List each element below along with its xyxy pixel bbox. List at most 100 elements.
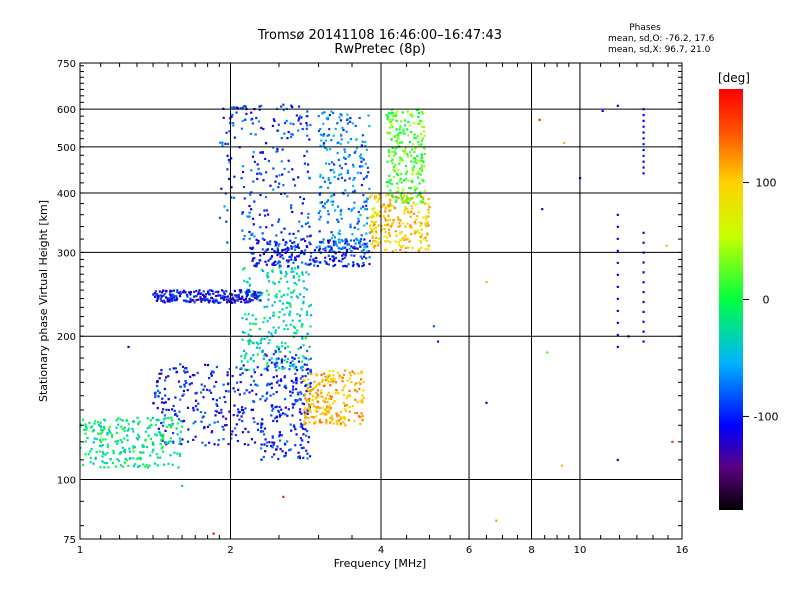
scatter-point	[322, 238, 325, 241]
scatter-point	[95, 451, 98, 454]
scatter-point	[112, 452, 115, 455]
scatter-point	[241, 170, 245, 174]
scatter-point	[420, 164, 423, 167]
scatter-point	[326, 393, 329, 397]
scatter-point	[408, 124, 411, 127]
scatter-point	[256, 242, 259, 245]
scatter-point	[421, 201, 424, 204]
scatter-point	[307, 436, 311, 439]
scatter-point	[219, 141, 222, 144]
scatter-point	[170, 297, 174, 301]
scatter-point	[403, 199, 406, 203]
scatter-point	[161, 450, 165, 453]
scatter-point	[127, 345, 130, 349]
scatter-point	[196, 293, 200, 296]
scatter-point	[264, 450, 267, 453]
scatter-point	[278, 433, 282, 436]
scatter-point	[172, 367, 175, 370]
scatter-point	[261, 248, 264, 251]
scatter-point	[247, 333, 250, 336]
scatter-point	[153, 291, 157, 295]
scatter-point	[399, 219, 402, 222]
scatter-point	[301, 426, 304, 429]
scatter-point	[303, 252, 306, 256]
scatter-point	[375, 232, 378, 235]
scatter-point	[280, 359, 284, 362]
scatter-point	[240, 360, 243, 363]
scatter-point	[159, 297, 162, 301]
scatter-point	[386, 160, 389, 163]
scatter-point	[248, 215, 251, 218]
scatter-point	[287, 170, 290, 174]
scatter-point	[411, 180, 414, 183]
scatter-point	[176, 290, 179, 294]
scatter-point	[194, 392, 197, 395]
scatter-point	[359, 399, 362, 402]
scatter-point	[385, 248, 388, 251]
scatter-point	[265, 263, 268, 266]
scatter-point	[121, 427, 124, 430]
chart-subtitle: RwPretec (8p)	[334, 42, 425, 57]
scatter-point	[616, 321, 619, 325]
scatter-point	[220, 411, 223, 414]
scatter-point	[299, 443, 302, 447]
scatter-point	[398, 221, 401, 225]
scatter-point	[228, 161, 231, 164]
scatter-point	[251, 217, 255, 220]
scatter-point	[332, 255, 335, 258]
scatter-point	[396, 186, 400, 189]
scatter-point	[256, 366, 259, 369]
scatter-point	[227, 298, 230, 301]
scatter-point	[671, 440, 674, 444]
scatter-point	[418, 247, 421, 250]
scatter-point	[260, 294, 263, 297]
scatter-point	[270, 361, 274, 364]
scatter-point	[202, 388, 205, 391]
scatter-point	[337, 414, 340, 417]
scatter-point	[339, 142, 342, 146]
y-tick-label: 600	[57, 105, 76, 116]
scatter-point	[278, 435, 281, 438]
scatter-point	[366, 250, 369, 253]
scatter-point	[336, 414, 339, 418]
scatter-point	[253, 264, 256, 267]
scatter-point	[383, 235, 386, 238]
scatter-point	[344, 151, 347, 154]
scatter-point	[89, 426, 92, 429]
scatter-point	[290, 270, 293, 274]
scatter-point	[415, 187, 419, 190]
scatter-point	[239, 291, 242, 294]
scatter-point	[316, 407, 319, 410]
scatter-point	[237, 293, 240, 297]
scatter-point	[403, 212, 406, 215]
scatter-point	[172, 404, 175, 408]
scatter-point	[248, 277, 251, 280]
scatter-point	[248, 284, 251, 287]
scatter-point	[414, 203, 417, 206]
scatter-point	[322, 134, 325, 137]
scatter-point	[375, 212, 378, 215]
scatter-point	[410, 232, 413, 236]
scatter-point	[203, 426, 206, 429]
scatter-point	[148, 464, 151, 467]
scatter-point	[273, 249, 276, 253]
scatter-point	[268, 441, 271, 444]
scatter-point	[427, 224, 430, 227]
scatter-point	[306, 170, 309, 174]
scatter-point	[239, 297, 242, 301]
scatter-point	[399, 156, 402, 159]
scatter-point	[207, 290, 210, 293]
scatter-point	[348, 371, 351, 374]
scatter-point	[298, 275, 301, 278]
scatter-point	[255, 263, 259, 266]
scatter-point	[243, 234, 246, 238]
scatter-point	[85, 428, 88, 431]
scatter-point	[240, 415, 243, 418]
scatter-point	[177, 418, 181, 421]
scatter-point	[226, 371, 229, 374]
scatter-point	[427, 211, 430, 214]
scatter-point	[382, 203, 386, 206]
scatter-point	[249, 322, 252, 325]
scatter-point	[200, 300, 203, 303]
scatter-point	[188, 383, 191, 386]
